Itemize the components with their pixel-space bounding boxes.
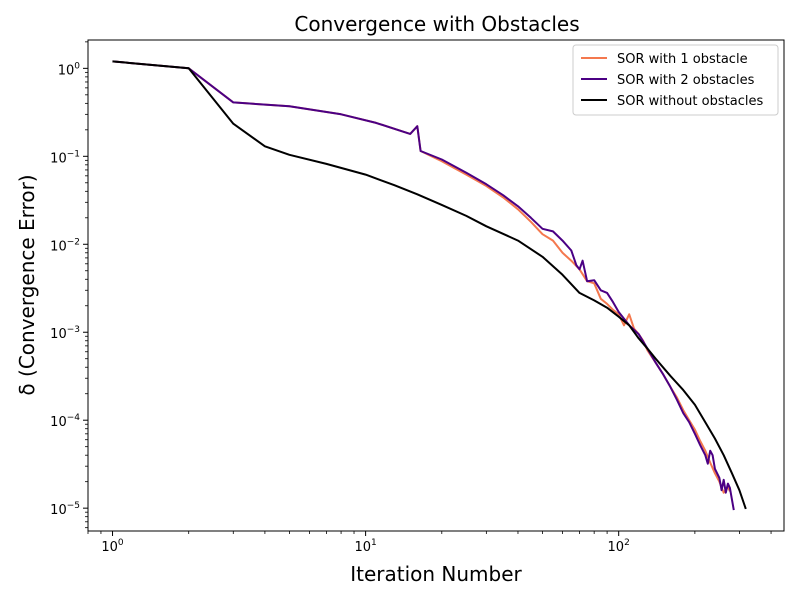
legend-label-2: SOR with 2 obstacles	[617, 73, 755, 88]
x-tick-label: 100	[101, 538, 124, 555]
y-tick-label: 10−1	[50, 149, 80, 166]
x-tick-label: 101	[354, 538, 376, 555]
x-tick-label: 102	[608, 538, 630, 555]
y-tick-label: 10−2	[50, 237, 80, 254]
series-layer	[112, 60, 747, 511]
series-line-3	[112, 60, 747, 510]
legend-label-3: SOR without obstacles	[617, 94, 763, 109]
plot-frame	[87, 39, 785, 532]
series-line-2	[112, 60, 735, 511]
x-axis-label: Iteration Number	[350, 562, 522, 586]
y-tick-label: 10−4	[50, 413, 80, 430]
plot-area	[87, 39, 785, 532]
y-tick-label: 10−3	[50, 325, 80, 342]
chart-title: Convergence with Obstacles	[294, 12, 579, 36]
y-tick-label: 100	[58, 61, 81, 78]
y-tick-label: 10−5	[50, 501, 80, 518]
legend: SOR with 1 obstacle SOR with 2 obstacles S…	[572, 44, 779, 116]
legend-box	[572, 44, 779, 116]
y-axis-label: δ (Convergence Error)	[15, 174, 39, 395]
legend-label-1: SOR with 1 obstacle	[617, 52, 748, 67]
x-axis: 100 101 102	[87, 531, 772, 555]
y-axis: 10−5 10−4 10−3 10−2 10−1 100	[50, 41, 88, 529]
